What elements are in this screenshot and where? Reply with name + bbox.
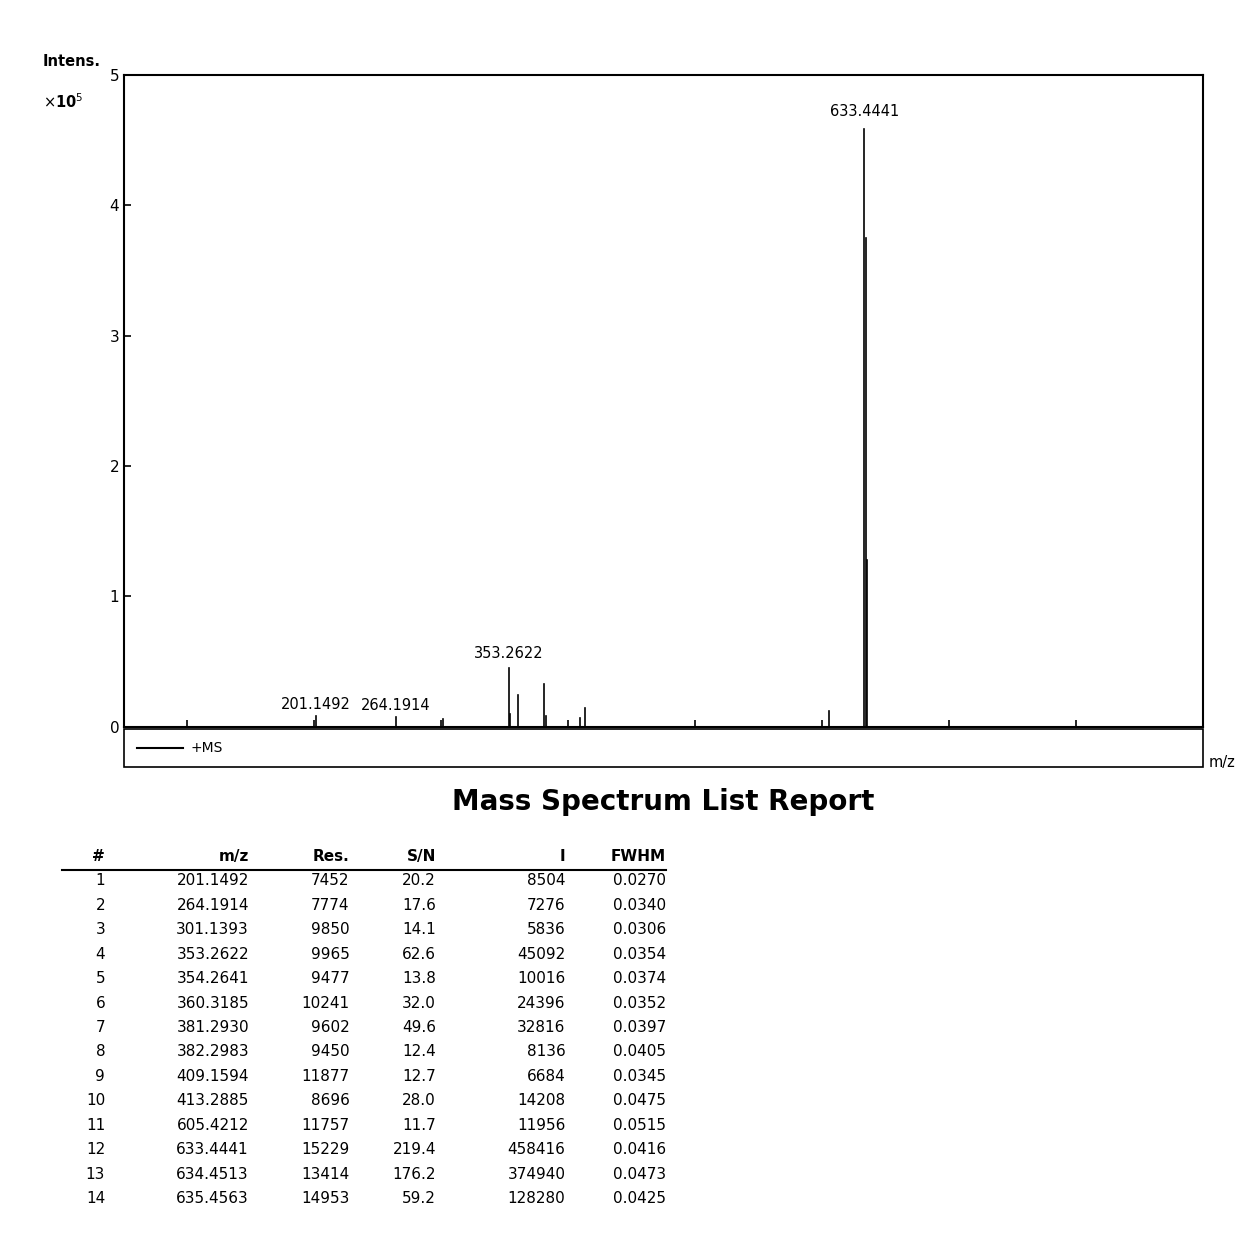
Text: 635.4563: 635.4563 (176, 1192, 249, 1207)
Text: 0.0354: 0.0354 (613, 946, 666, 961)
Text: 6684: 6684 (527, 1069, 565, 1084)
Text: 128280: 128280 (507, 1192, 565, 1207)
Text: 4: 4 (95, 946, 105, 961)
Text: 381.2930: 381.2930 (176, 1020, 249, 1035)
Text: 353.2622: 353.2622 (474, 647, 543, 662)
Text: 633.4441: 633.4441 (176, 1143, 249, 1158)
Text: 633.4441: 633.4441 (830, 104, 899, 119)
Text: 10016: 10016 (517, 971, 565, 986)
Text: 9477: 9477 (311, 971, 350, 986)
Text: 15229: 15229 (301, 1143, 350, 1158)
Text: 12.4: 12.4 (402, 1045, 436, 1060)
Text: 62.6: 62.6 (402, 946, 436, 961)
Text: 10241: 10241 (301, 996, 350, 1010)
Text: I: I (559, 848, 565, 863)
Text: 458416: 458416 (507, 1143, 565, 1158)
Text: 28.0: 28.0 (402, 1094, 436, 1109)
Text: 8136: 8136 (527, 1045, 565, 1060)
Text: 45092: 45092 (517, 946, 565, 961)
Text: +MS: +MS (191, 741, 223, 756)
Text: 32.0: 32.0 (402, 996, 436, 1010)
Text: 264.1914: 264.1914 (176, 897, 249, 912)
Text: 59.2: 59.2 (402, 1192, 436, 1207)
Text: m/z: m/z (1208, 756, 1235, 771)
Text: S/N: S/N (407, 848, 436, 863)
Text: 3: 3 (95, 922, 105, 937)
Text: 0.0425: 0.0425 (613, 1192, 666, 1207)
Text: 409.1594: 409.1594 (176, 1069, 249, 1084)
Text: 382.2983: 382.2983 (176, 1045, 249, 1060)
Text: 49.6: 49.6 (402, 1020, 436, 1035)
Text: 5836: 5836 (527, 922, 565, 937)
Text: 7774: 7774 (311, 897, 350, 912)
Text: Res.: Res. (312, 848, 350, 863)
Text: 14208: 14208 (517, 1094, 565, 1109)
Text: 0.0270: 0.0270 (613, 873, 666, 888)
Text: 0.0345: 0.0345 (613, 1069, 666, 1084)
Text: Intens.: Intens. (43, 54, 102, 69)
Text: 5: 5 (95, 971, 105, 986)
Text: 0.0475: 0.0475 (613, 1094, 666, 1109)
Text: 201.1492: 201.1492 (176, 873, 249, 888)
Text: 634.4513: 634.4513 (176, 1167, 249, 1182)
Text: 9602: 9602 (311, 1020, 350, 1035)
Text: 0.0515: 0.0515 (613, 1118, 666, 1133)
Text: 14: 14 (86, 1192, 105, 1207)
Text: 1: 1 (95, 873, 105, 888)
Text: Mass Spectrum List Report: Mass Spectrum List Report (453, 788, 874, 816)
Text: 24396: 24396 (517, 996, 565, 1010)
Text: 6: 6 (95, 996, 105, 1010)
Text: 0.0405: 0.0405 (613, 1045, 666, 1060)
Text: 374940: 374940 (507, 1167, 565, 1182)
Text: 11877: 11877 (301, 1069, 350, 1084)
Text: 8696: 8696 (311, 1094, 350, 1109)
Text: 32816: 32816 (517, 1020, 565, 1035)
Text: 301.1393: 301.1393 (176, 922, 249, 937)
Text: m/z: m/z (218, 848, 249, 863)
Text: 11956: 11956 (517, 1118, 565, 1133)
Text: 20.2: 20.2 (402, 873, 436, 888)
Text: 17.6: 17.6 (402, 897, 436, 912)
Text: 11: 11 (86, 1118, 105, 1133)
Text: 219.4: 219.4 (393, 1143, 436, 1158)
Text: 0.0416: 0.0416 (613, 1143, 666, 1158)
Text: 14953: 14953 (301, 1192, 350, 1207)
Text: 11757: 11757 (301, 1118, 350, 1133)
Text: 11.7: 11.7 (402, 1118, 436, 1133)
Text: 353.2622: 353.2622 (176, 946, 249, 961)
Text: 7: 7 (95, 1020, 105, 1035)
Text: 0.0397: 0.0397 (613, 1020, 666, 1035)
Text: 0.0473: 0.0473 (613, 1167, 666, 1182)
Text: 7452: 7452 (311, 873, 350, 888)
Text: 0.0340: 0.0340 (613, 897, 666, 912)
Text: 9: 9 (95, 1069, 105, 1084)
Text: 264.1914: 264.1914 (361, 698, 430, 713)
Text: 0.0306: 0.0306 (613, 922, 666, 937)
Text: 13414: 13414 (301, 1167, 350, 1182)
Text: 2: 2 (95, 897, 105, 912)
Text: 201.1492: 201.1492 (281, 697, 351, 712)
Text: 9965: 9965 (311, 946, 350, 961)
Text: 176.2: 176.2 (393, 1167, 436, 1182)
Text: FWHM: FWHM (611, 848, 666, 863)
Text: 13: 13 (86, 1167, 105, 1182)
Text: 0.0374: 0.0374 (613, 971, 666, 986)
Text: 360.3185: 360.3185 (176, 996, 249, 1010)
Text: 605.4212: 605.4212 (176, 1118, 249, 1133)
Text: $\times$10$^5$: $\times$10$^5$ (43, 93, 83, 112)
Text: 9850: 9850 (311, 922, 350, 937)
Text: 354.2641: 354.2641 (176, 971, 249, 986)
Text: 413.2885: 413.2885 (176, 1094, 249, 1109)
Text: 8: 8 (95, 1045, 105, 1060)
Text: 9450: 9450 (311, 1045, 350, 1060)
Text: 0.0352: 0.0352 (613, 996, 666, 1010)
Text: 12.7: 12.7 (402, 1069, 436, 1084)
Text: 7276: 7276 (527, 897, 565, 912)
Text: 12: 12 (86, 1143, 105, 1158)
Text: 14.1: 14.1 (402, 922, 436, 937)
Text: 10: 10 (86, 1094, 105, 1109)
Text: 13.8: 13.8 (402, 971, 436, 986)
Text: #: # (93, 848, 105, 863)
Text: 8504: 8504 (527, 873, 565, 888)
